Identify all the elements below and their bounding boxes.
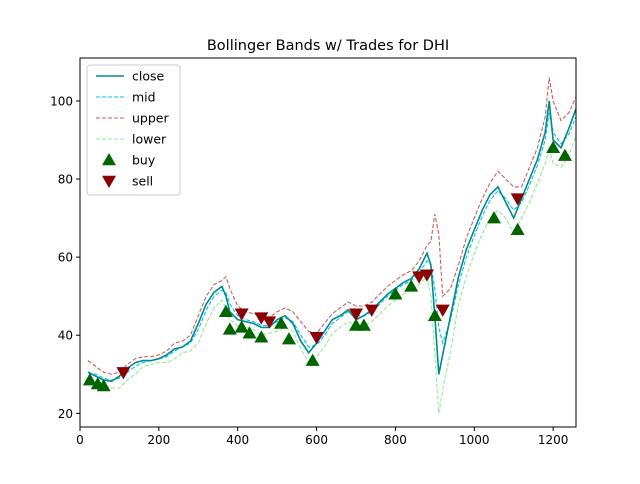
sell-marker <box>412 271 427 284</box>
legend-close-label: close <box>132 69 165 84</box>
legend-buy-marker <box>102 153 116 166</box>
sell-marker <box>116 367 131 380</box>
buy-marker <box>510 222 525 236</box>
y-tick-label: 40 <box>58 329 73 343</box>
axes-frame <box>79 57 577 428</box>
x-tick-label: 200 <box>147 433 170 447</box>
x-tick-label: 400 <box>226 433 249 447</box>
legend-upper-label: upper <box>132 111 169 126</box>
x-tick-label: 600 <box>305 433 328 447</box>
buy-marker <box>218 304 233 318</box>
buy-marker <box>546 140 561 154</box>
sell-marker <box>435 304 450 317</box>
legend-sell-marker <box>102 175 116 188</box>
sell-marker <box>262 316 277 329</box>
plot-area <box>82 77 576 414</box>
sell-marker <box>364 304 379 317</box>
series-close-line <box>87 100 576 383</box>
chart-title: Bollinger Bands w/ Trades for DHI <box>207 38 449 54</box>
y-tick-label: 60 <box>58 251 73 265</box>
x-tick-label: 0 <box>76 433 84 447</box>
legend-lower-label: lower <box>132 132 167 147</box>
buy-marker <box>242 326 257 339</box>
buy-marker <box>486 211 501 224</box>
buy-marker <box>388 287 403 300</box>
legend-sell-label: sell <box>132 174 153 189</box>
buy-marker <box>557 148 572 161</box>
buy-marker <box>82 373 97 386</box>
x-tick-label: 1000 <box>459 433 490 447</box>
legend: close mid upper lower buy sell <box>86 64 181 196</box>
series-group <box>82 77 576 414</box>
series-upper-line <box>87 77 576 375</box>
axes: 0 200 400 600 800 1000 1200 20 40 60 80 100 <box>50 57 577 447</box>
sell-marker <box>348 308 363 321</box>
sell-marker <box>419 269 434 282</box>
buy-marker <box>427 308 442 321</box>
buy-marker <box>305 353 320 366</box>
buy-marker <box>222 322 237 335</box>
sell-marker <box>234 308 249 321</box>
legend-mid-label: mid <box>132 90 156 105</box>
buy-marker <box>274 316 289 329</box>
series-lower-line <box>87 135 576 414</box>
buy-marker <box>356 318 371 331</box>
y-tick-label: 20 <box>58 407 73 421</box>
buy-marker <box>254 330 269 343</box>
buy-marker <box>404 279 419 292</box>
buy-marker <box>96 379 111 392</box>
y-tick-label: 80 <box>58 173 73 187</box>
legend-buy-label: buy <box>132 153 156 168</box>
buy-marker <box>234 320 249 333</box>
sell-marker <box>254 312 269 325</box>
buy-marker <box>281 332 296 345</box>
y-tick-label: 100 <box>50 94 73 108</box>
x-tick-label: 800 <box>384 433 407 447</box>
sell-marker <box>309 331 324 345</box>
sell-marker <box>510 193 525 206</box>
x-tick-label: 1200 <box>538 433 569 447</box>
